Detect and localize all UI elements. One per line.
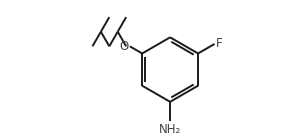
Text: O: O bbox=[119, 40, 129, 53]
Text: NH₂: NH₂ bbox=[159, 123, 181, 136]
Text: F: F bbox=[216, 37, 223, 50]
